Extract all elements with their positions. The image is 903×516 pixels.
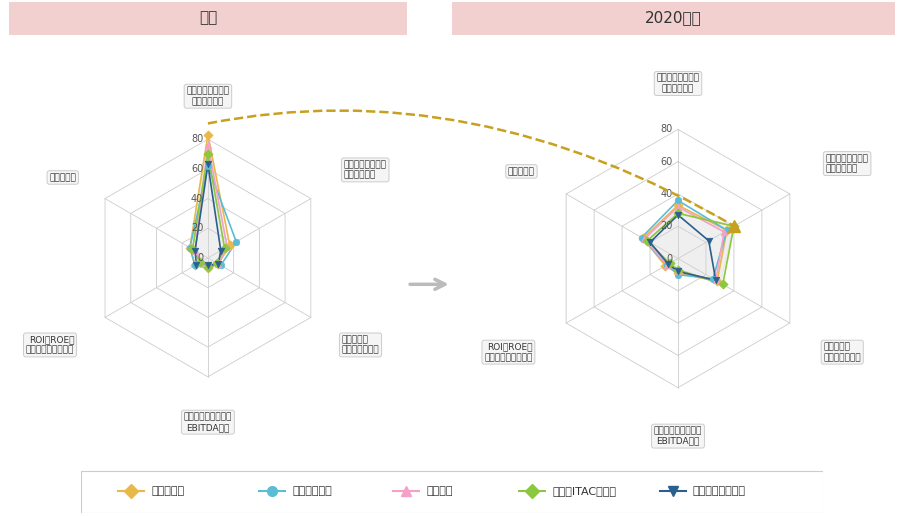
- Point: [209, 259, 224, 267]
- FancyBboxPatch shape: [9, 2, 406, 35]
- Point: [213, 261, 228, 269]
- Point: [222, 241, 237, 250]
- Text: 0: 0: [197, 253, 203, 263]
- Point: [194, 257, 209, 266]
- Point: [200, 261, 215, 269]
- Point: [670, 266, 684, 274]
- Point: [200, 261, 215, 269]
- Point: [210, 260, 225, 268]
- Point: [189, 261, 203, 269]
- Point: [659, 261, 674, 269]
- Point: [670, 196, 684, 204]
- Text: 現在: 現在: [199, 10, 217, 25]
- Point: [634, 233, 648, 241]
- Text: 労働生産性: 労働生産性: [507, 167, 535, 176]
- Point: [709, 277, 723, 285]
- Point: [670, 203, 684, 211]
- Point: [635, 234, 649, 243]
- Point: [670, 270, 684, 279]
- Point: [670, 211, 684, 219]
- Point: [182, 244, 197, 252]
- Text: 80: 80: [660, 124, 672, 134]
- Point: [637, 235, 651, 243]
- Text: ROIやROE等
投資や資産の利回り: ROIやROE等 投資や資産の利回り: [26, 335, 74, 354]
- Point: [670, 267, 684, 276]
- Text: 市場シェア
（既存／新規）: 市場シェア （既存／新規）: [341, 335, 379, 354]
- Text: 20: 20: [660, 221, 672, 231]
- Text: 既存事業・市場の
売上高・規模: 既存事業・市場の 売上高・規模: [656, 74, 699, 93]
- Point: [200, 264, 215, 272]
- Point: [642, 238, 656, 247]
- Point: [188, 261, 202, 269]
- Point: [639, 237, 654, 245]
- Text: 新規事業・市場の
売上高・規模: 新規事業・市場の 売上高・規模: [343, 160, 386, 180]
- Point: [726, 222, 740, 230]
- Text: 収益性（営業利益、
EBITDA等）: 収益性（営業利益、 EBITDA等）: [183, 412, 232, 432]
- FancyBboxPatch shape: [452, 2, 894, 35]
- Point: [210, 260, 225, 268]
- Point: [185, 245, 200, 253]
- Point: [670, 209, 684, 217]
- Text: ROIやROE等
投資や資産の利回り: ROIやROE等 投資や資産の利回り: [484, 343, 532, 362]
- Text: 40: 40: [191, 194, 203, 204]
- Point: [200, 131, 215, 139]
- Point: [188, 247, 202, 255]
- Point: [200, 261, 215, 269]
- Text: 80: 80: [191, 134, 203, 144]
- Point: [716, 228, 731, 236]
- Text: 40: 40: [660, 189, 672, 199]
- Point: [213, 247, 228, 255]
- Point: [188, 247, 202, 255]
- Point: [719, 226, 733, 234]
- Point: [670, 269, 684, 277]
- Point: [182, 244, 197, 252]
- Text: 日本（一般）企業: 日本（一般）企業: [693, 487, 745, 496]
- FancyBboxPatch shape: [81, 471, 822, 512]
- Polygon shape: [192, 135, 226, 265]
- Text: 日本（ITAC）企業: 日本（ITAC）企業: [552, 487, 615, 496]
- Point: [662, 259, 676, 267]
- Point: [714, 280, 729, 288]
- Text: 収益性（営業利益、
EBITDA等）: 収益性（営業利益、 EBITDA等）: [653, 426, 702, 446]
- Point: [657, 262, 672, 270]
- Point: [192, 259, 207, 267]
- Text: 新規事業・市場の
売上高・規模: 新規事業・市場の 売上高・規模: [824, 154, 868, 173]
- Text: 60: 60: [660, 157, 672, 167]
- Point: [200, 150, 215, 158]
- Point: [217, 244, 231, 252]
- Point: [701, 237, 715, 245]
- Point: [200, 160, 215, 169]
- Point: [719, 226, 733, 234]
- Point: [670, 201, 684, 209]
- Point: [200, 162, 215, 170]
- Text: 米国企業: 米国企業: [425, 487, 452, 496]
- Point: [210, 260, 225, 268]
- Point: [228, 237, 243, 246]
- Point: [200, 263, 215, 271]
- Polygon shape: [646, 209, 733, 283]
- Text: 市場シェア
（既存／新規）: 市場シェア （既存／新規）: [823, 343, 860, 362]
- Point: [705, 275, 720, 283]
- Point: [188, 261, 202, 269]
- Point: [660, 260, 675, 268]
- Point: [219, 243, 234, 251]
- Point: [200, 141, 215, 149]
- Point: [670, 267, 684, 276]
- Point: [659, 261, 674, 269]
- Text: 2020年頃: 2020年頃: [645, 10, 701, 25]
- Text: イギリス企業: イギリス企業: [293, 487, 332, 496]
- Text: ドイツ企業: ドイツ企業: [152, 487, 185, 496]
- Point: [708, 276, 722, 284]
- Text: 0: 0: [666, 253, 672, 264]
- Point: [708, 276, 722, 284]
- Text: 労働生産性: 労働生産性: [50, 173, 76, 182]
- Text: 既存事業・市場の
売上高・規模: 既存事業・市場の 売上高・規模: [186, 87, 229, 106]
- Text: 60: 60: [191, 164, 203, 174]
- Text: 20: 20: [191, 223, 203, 233]
